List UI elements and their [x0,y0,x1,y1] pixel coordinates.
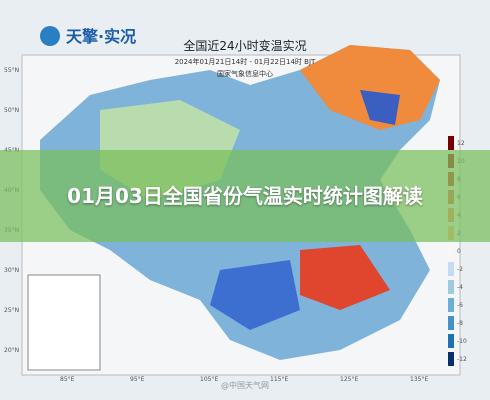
legend-label: -2 [457,266,463,273]
lon-label: 135°E [410,376,428,383]
overlay-title: 01月03日全国省份气温实时统计图解读 [67,184,423,208]
map-source: 国家气象信息中心 [217,69,273,78]
legend-swatch [448,298,454,312]
legend-swatch [448,136,454,150]
lon-label: 115°E [270,376,288,383]
legend-swatch [448,352,454,366]
lon-label: 85°E [60,376,75,383]
legend-swatch [448,244,454,258]
map-title: 全国近24小时变温实况 [183,38,306,53]
legend-label: 12 [457,140,465,147]
lat-label: 30°N [4,267,19,274]
legend-swatch [448,316,454,330]
legend-swatch [448,262,454,276]
cold-area [210,260,300,330]
legend-label: -12 [457,356,467,363]
lat-label: 50°N [4,107,19,114]
legend-label: -6 [457,302,463,309]
map-subtitle: 2024年01月21日14时 - 01月22日14时 BJT [175,57,316,66]
inset-map [27,274,101,371]
lat-label: 25°N [4,307,19,314]
legend-swatch [448,334,454,348]
lon-label: 95°E [130,376,145,383]
lon-label: 105°E [200,376,218,383]
logo-icon [40,26,60,46]
warm-area [300,45,440,130]
lon-label: 125°E [340,376,358,383]
watermark: @中国天气网 [221,380,269,390]
lat-label: 20°N [4,347,19,354]
cold-area [360,90,400,125]
legend-label: 0 [457,248,461,255]
legend-swatch [448,280,454,294]
title-band: 01月03日全国省份气温实时统计图解读 [0,150,490,242]
hot-area [300,245,390,310]
lat-label: 55°N [4,67,19,74]
legend-label: -10 [457,338,467,345]
logo-text: 天擎·实况 [66,27,136,46]
legend-label: -8 [457,320,463,327]
legend-label: -4 [457,284,463,291]
